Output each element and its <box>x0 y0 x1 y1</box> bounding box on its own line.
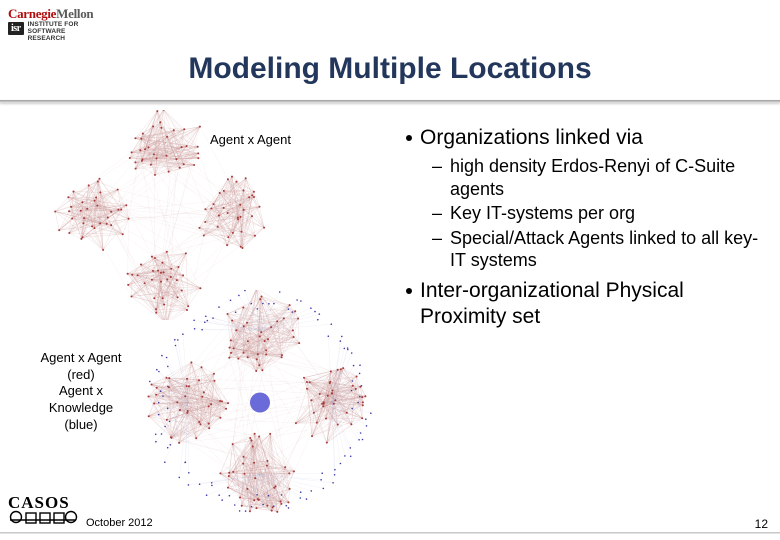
casos-logo: CASOS <box>8 493 78 530</box>
diagram2-caption-l5: (blue) <box>64 417 97 432</box>
casos-beads-icon <box>8 510 78 530</box>
diagram2-caption-l3: Agent x <box>59 383 103 398</box>
title-divider <box>0 100 780 103</box>
bullet-text: Inter-organizational Physical Proximity … <box>420 278 766 331</box>
bullet-dot-icon <box>406 135 412 141</box>
network-diagram-agent-knowledge <box>145 290 375 515</box>
isr-text-l3: RESEARCH <box>28 35 66 42</box>
sub-bullet-item: – Key IT-systems per org <box>432 202 766 225</box>
isr-logo: isr INSTITUTE FOR SOFTWARE RESEARCH <box>8 22 78 42</box>
sub-bullet-text: high density Erdos-Renyi of C-Suite agen… <box>450 155 766 200</box>
dash-icon: – <box>432 227 442 250</box>
footer-divider <box>0 532 780 534</box>
isr-logo-box: isr <box>8 22 24 35</box>
sub-bullet-item: – high density Erdos-Renyi of C-Suite ag… <box>432 155 766 200</box>
slide: CarnegieMellon isr INSTITUTE FOR SOFTWAR… <box>0 0 780 540</box>
dash-icon: – <box>432 202 442 225</box>
page-number: 12 <box>755 517 768 531</box>
casos-wordmark: CASOS <box>8 493 78 513</box>
bullet-text: Organizations linked via <box>420 125 643 151</box>
cmu-logo-part1: Carnegie <box>8 6 56 21</box>
diagram2-caption-l2: (red) <box>67 367 94 382</box>
diagram2-caption-l4: Knowledge <box>49 400 113 415</box>
bullet-list: Organizations linked via – high density … <box>406 125 766 334</box>
footer-date: October 2012 <box>86 517 153 529</box>
isr-logo-text: INSTITUTE FOR SOFTWARE RESEARCH <box>28 22 79 42</box>
dash-icon: – <box>432 155 442 178</box>
sub-bullet-text: Key IT-systems per org <box>450 202 635 225</box>
cmu-logo: CarnegieMellon <box>8 6 93 22</box>
bullet-dot-icon <box>406 288 412 294</box>
diagram2-caption: Agent x Agent (red) Agent x Knowledge (b… <box>26 350 136 433</box>
bullet-item: Inter-organizational Physical Proximity … <box>406 278 766 331</box>
slide-title: Modeling Multiple Locations <box>0 52 780 86</box>
sub-bullet-text: Special/Attack Agents linked to all key-… <box>450 227 766 272</box>
cmu-logo-part2: Mellon <box>56 6 93 21</box>
diagram1-caption: Agent x Agent <box>210 132 291 147</box>
diagram2-caption-l1: Agent x Agent <box>41 350 122 365</box>
sub-bullet-item: – Special/Attack Agents linked to all ke… <box>432 227 766 272</box>
bullet-item: Organizations linked via <box>406 125 766 151</box>
